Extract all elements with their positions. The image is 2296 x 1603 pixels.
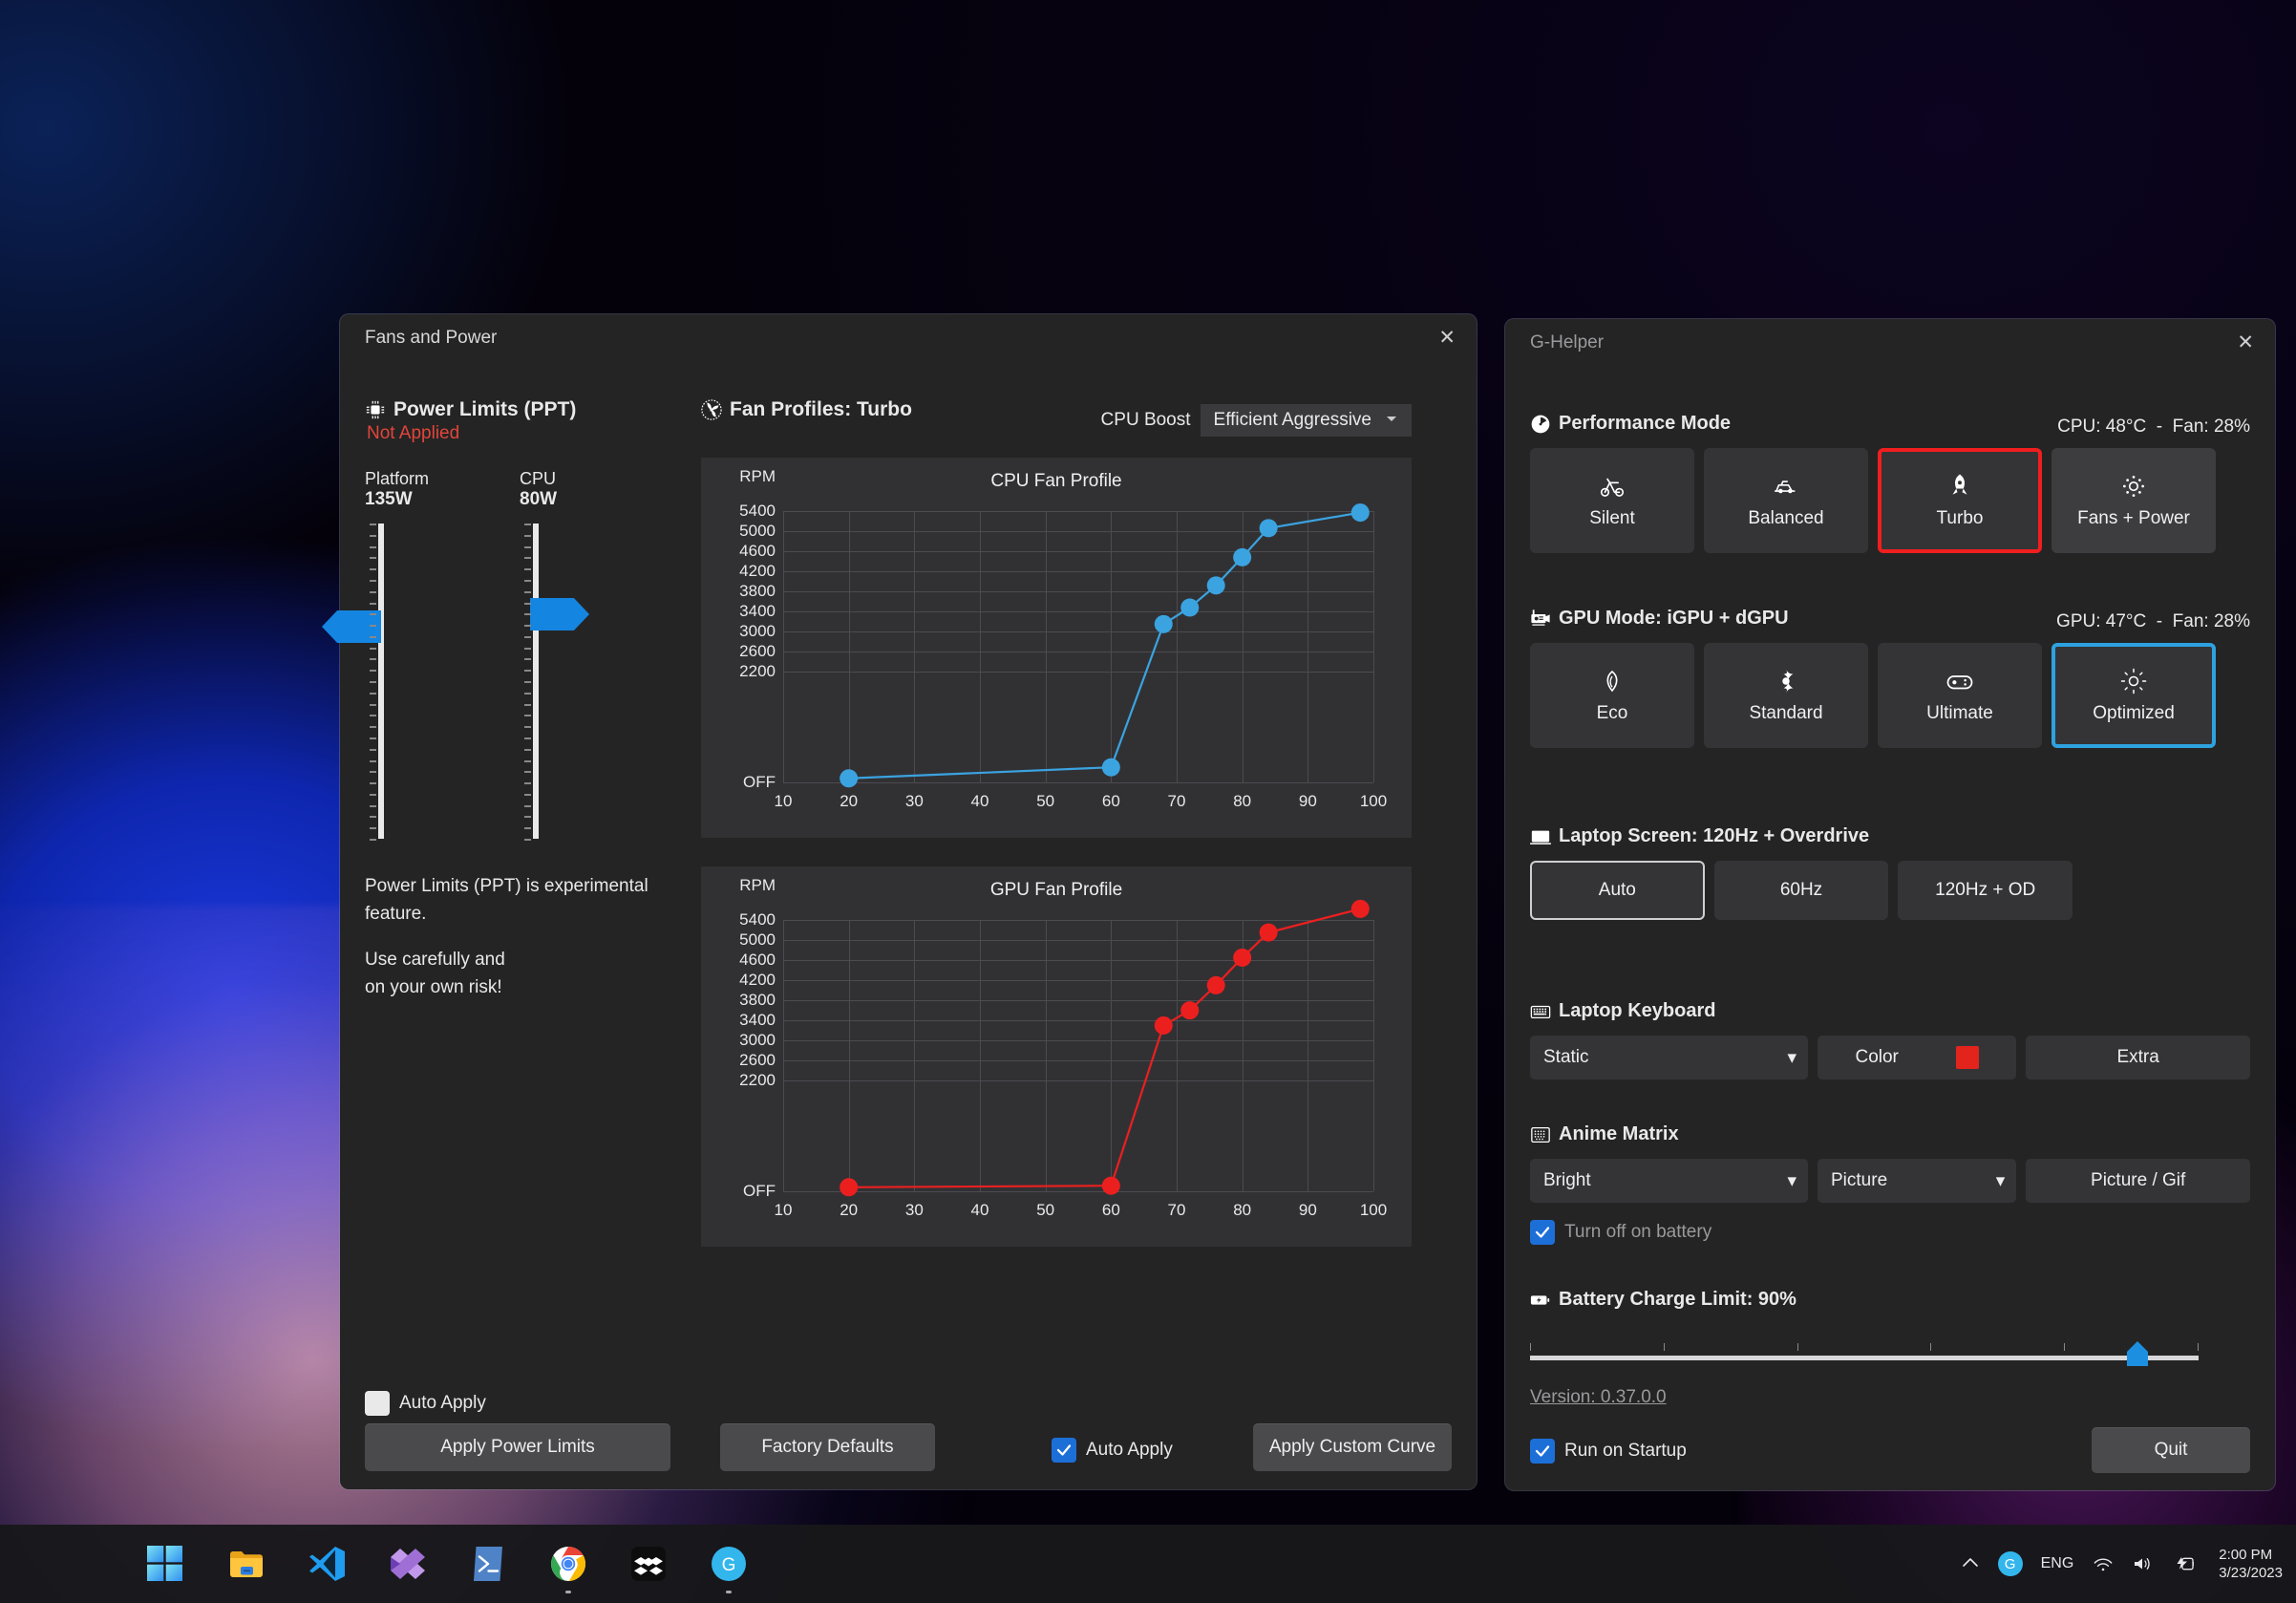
svg-text:G: G (722, 1555, 736, 1575)
